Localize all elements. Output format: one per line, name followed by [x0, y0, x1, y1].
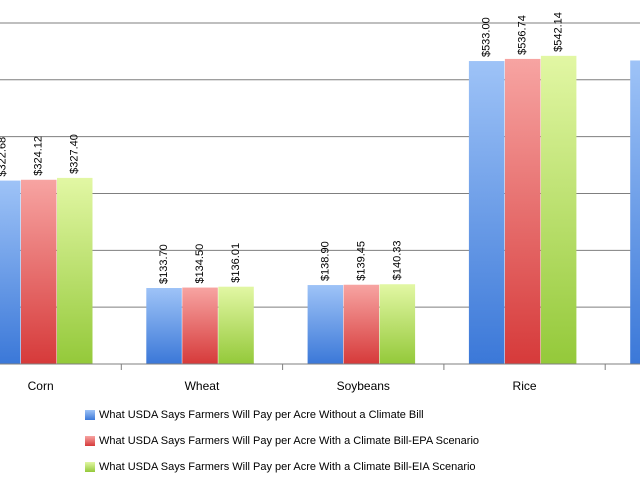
- data-labels: $322.68 $133.70 $138.90 $533.00 $324.12 $134.…: [0, 12, 565, 284]
- legend: What USDA Says Farmers Will Pay per Acre…: [85, 402, 479, 480]
- legend-item-1: What USDA Says Farmers Will Pay per Acre…: [85, 402, 479, 428]
- data-label: $133.70: [158, 244, 170, 284]
- x-tick-label: Soybeans: [337, 379, 390, 393]
- bar-rice-series-2: [504, 58, 541, 364]
- legend-swatch-3: [85, 462, 95, 472]
- data-label: $324.12: [33, 136, 45, 176]
- bar-partial-offscreen: [630, 60, 640, 365]
- bar-corn-series-1: [0, 180, 21, 364]
- bar-soybeans-series-1: [307, 285, 344, 364]
- bar-rice-series-1: [468, 61, 505, 365]
- data-label: $533.00: [481, 17, 493, 57]
- data-label: $138.90: [319, 241, 331, 281]
- bar-soybeans-series-2: [343, 284, 380, 364]
- legend-item-2: What USDA Says Farmers Will Pay per Acre…: [85, 428, 479, 454]
- bar-wheat-series-1: [146, 288, 182, 364]
- x-axis: Corn Wheat Soybeans Rice: [0, 363, 640, 393]
- x-tick-label: Rice: [513, 379, 537, 393]
- data-label: $542.14: [553, 12, 565, 52]
- bar-soybeans-series-3: [379, 284, 416, 364]
- data-label: $136.01: [230, 243, 242, 283]
- data-label: $322.68: [0, 137, 9, 177]
- legend-item-3: What USDA Says Farmers Will Pay per Acre…: [85, 454, 479, 480]
- x-tick-label: Wheat: [185, 379, 220, 393]
- data-label: $536.74: [517, 15, 529, 55]
- data-label: $134.50: [194, 244, 206, 284]
- bar-wheat-series-3: [218, 286, 254, 364]
- bar-corn-series-3: [57, 177, 93, 364]
- legend-label-3: What USDA Says Farmers Will Pay per Acre…: [99, 461, 476, 473]
- legend-label-2: What USDA Says Farmers Will Pay per Acre…: [99, 435, 480, 447]
- legend-label-1: What USDA Says Farmers Will Pay per Acre…: [99, 409, 424, 421]
- bar-rice-series-3: [540, 55, 577, 364]
- data-label: $140.33: [391, 240, 403, 280]
- bar-wheat-series-2: [182, 287, 218, 364]
- data-label: $139.45: [355, 241, 367, 281]
- bars: [0, 55, 640, 365]
- bar-corn-series-2: [21, 179, 57, 364]
- x-tick-label: Corn: [28, 379, 54, 393]
- legend-swatch-2: [85, 436, 95, 446]
- data-label: $327.40: [69, 134, 81, 174]
- legend-swatch-1: [85, 410, 95, 420]
